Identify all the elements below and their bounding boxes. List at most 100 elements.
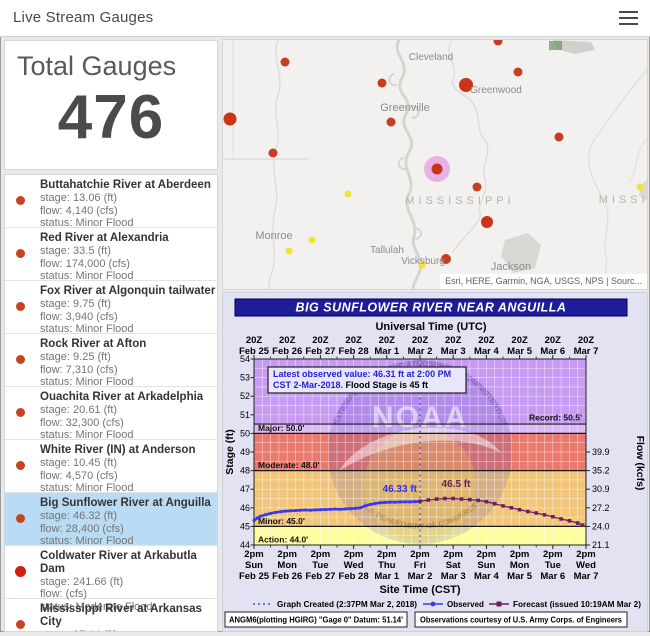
left-axis-label: Stage (ft)	[224, 429, 236, 475]
total-gauges-value: 476	[57, 83, 165, 152]
gauge-marker[interactable]	[418, 261, 426, 269]
gauge-marker[interactable]	[280, 57, 290, 67]
gauge-marker[interactable]	[268, 148, 278, 158]
gauge-detail: stage: 46.32 (ft)	[40, 509, 118, 522]
bottom-tick: 2pm	[344, 549, 364, 560]
gauge-detail: flow: 7,310 (cfs)	[40, 363, 118, 376]
gauge-marker[interactable]	[441, 254, 451, 264]
gauge-marker[interactable]	[344, 190, 352, 198]
top-tick-date: Mar 4	[474, 346, 500, 357]
bottom-tick-date: Feb 28	[339, 571, 369, 582]
hamburger-menu-icon[interactable]	[619, 11, 638, 25]
bottom-tick: 2pm	[311, 549, 331, 560]
list-item[interactable]: Rock River at Afton stage: 9.25 (ft) flow:…	[5, 334, 217, 388]
gauge-marker[interactable]	[386, 117, 396, 127]
stage-tick-label: 47	[240, 484, 250, 494]
flow-tick-label: 21.1	[592, 540, 610, 550]
gauge-marker[interactable]	[308, 236, 316, 244]
gauge-detail: stage: 37.44 (ft)	[40, 629, 217, 631]
gauge-detail: status: Minor Flood	[40, 429, 134, 442]
list-item[interactable]: Mississippi River at Arkansas Citystage:…	[5, 599, 217, 631]
list-item[interactable]: Coldwater River at Arkabutla Dam stage: 2…	[5, 546, 217, 613]
gauge-marker[interactable]	[377, 78, 387, 88]
gauge-marker[interactable]	[513, 67, 523, 77]
chart-title-bar	[234, 298, 628, 317]
flow-tick-label: 35.2	[592, 466, 610, 476]
map-state-label: MISSISS	[599, 194, 648, 206]
gauge-info: Mississippi River at Arkansas Citystage:…	[40, 603, 217, 631]
gauge-detail: stage: 9.75 (ft)	[40, 297, 111, 310]
gauge-detail: flow: 174,000 (cfs)	[40, 257, 130, 270]
top-tick: 20Z	[578, 335, 595, 346]
zone-label: Minor: 45.0'	[258, 516, 305, 526]
bottom-tick-day: Wed	[576, 560, 596, 571]
gauge-marker[interactable]	[554, 132, 564, 142]
flow-tick-label: 30.9	[592, 484, 610, 494]
stage-tick-label: 49	[240, 447, 250, 457]
top-tick: 20Z	[445, 335, 462, 346]
list-item[interactable]: Red River at Alexandria stage: 33.5 (ft) f…	[5, 228, 217, 283]
top-tick-date: Feb 28	[339, 346, 369, 357]
gauge-detail: status: Minor Flood	[40, 323, 134, 336]
gauge-info: Ouachita River at Arkadelphia stage: 20.6…	[40, 391, 203, 442]
list-item[interactable]: White River (IN) at Anderson stage: 10.45…	[5, 440, 217, 494]
flow-tick-label: 27.2	[592, 503, 610, 513]
top-tick: 20Z	[345, 335, 362, 346]
gauge-marker[interactable]	[472, 182, 482, 192]
bottom-tick: 2pm	[410, 549, 430, 560]
observed-peak-label: 46.33 ft	[383, 484, 418, 495]
gauge-name: Big Sunflower River at Anguilla	[40, 497, 211, 509]
bottom-tick-date: Mar 4	[474, 571, 500, 582]
gauge-status-dot	[16, 514, 25, 523]
bottom-tick: 2pm	[277, 549, 297, 560]
gauge-status-dot	[16, 620, 25, 629]
map-city-label: Tallulah	[370, 245, 404, 256]
gauge-detail: stage: 13.06 (ft)	[40, 191, 118, 204]
gauge-status-dot	[16, 302, 25, 311]
list-item[interactable]: Fox River at Algonquin tailwater stage: 9…	[5, 281, 217, 336]
gauge-detail: status: Minor Flood	[40, 270, 134, 283]
flow-tick-label: 39.9	[592, 447, 610, 457]
map-city-label: Vicksburg	[401, 256, 445, 267]
map-city-label: Monroe	[255, 230, 292, 242]
map[interactable]: Cleveland Greenwood Greenville Monroe Tallul…	[222, 39, 648, 290]
bottom-tick: 2pm	[576, 549, 596, 560]
bottom-tick-date: Mar 2	[408, 571, 433, 582]
legend-observed: Observed	[447, 600, 484, 609]
gauge-info: Big Sunflower River at Anguilla stage: 46…	[40, 497, 211, 548]
gauge-info: Buttahatchie River at Aberdeen stage: 13.…	[40, 179, 211, 230]
gauge-marker[interactable]	[285, 247, 293, 255]
map-city-label: Greenwood	[470, 85, 522, 96]
gauge-detail: flow: 28,400 (cfs)	[40, 522, 124, 535]
map-state-label: MISSISSIPPI	[405, 195, 514, 207]
bottom-tick-day: Sun	[477, 560, 495, 571]
gauge-marker[interactable]	[459, 78, 473, 92]
credit-text: Observations courtesy of U.S. Army Corps…	[420, 616, 623, 625]
gauge-detail: stage: 20.61 (ft)	[40, 403, 118, 416]
total-gauges-label: Total Gauges	[17, 51, 177, 81]
top-tick: 20Z	[246, 335, 263, 346]
top-tick-date: Mar 5	[507, 346, 533, 357]
map-city-label: Jackson	[491, 261, 531, 273]
bottom-tick-date: Feb 27	[305, 571, 335, 582]
bottom-tick-day: Mon	[277, 560, 297, 571]
zone-label: Major: 50.0'	[258, 423, 304, 433]
gauge-marker[interactable]	[493, 40, 503, 46]
list-item[interactable]: Buttahatchie River at Aberdeen stage: 13.…	[5, 175, 217, 230]
gauge-detail: stage: 9.25 (ft)	[40, 350, 111, 363]
gauge-status-dot	[16, 461, 25, 470]
list-item[interactable]: Big Sunflower River at Anguilla stage: 46…	[5, 493, 217, 548]
stage-tick-label: 53	[240, 373, 250, 383]
gauge-marker[interactable]	[223, 112, 237, 126]
gauge-status-dot	[16, 408, 25, 417]
gauge-info: Fox River at Algonquin tailwater stage: 9…	[40, 285, 215, 336]
gauge-marker[interactable]	[481, 216, 493, 228]
map-city-label: Cleveland	[409, 52, 453, 63]
gauge-marker[interactable]	[636, 183, 644, 191]
list-item[interactable]: Ouachita River at Arkadelphia stage: 20.6…	[5, 387, 217, 442]
total-gauges-card: Total Gauges 476	[4, 40, 218, 170]
bottom-tick: 2pm	[543, 549, 563, 560]
gauge-detail: stage: 33.5 (ft)	[40, 244, 111, 257]
selected-gauge-marker[interactable]	[431, 163, 443, 175]
map-city-label: Greenville	[380, 102, 430, 114]
